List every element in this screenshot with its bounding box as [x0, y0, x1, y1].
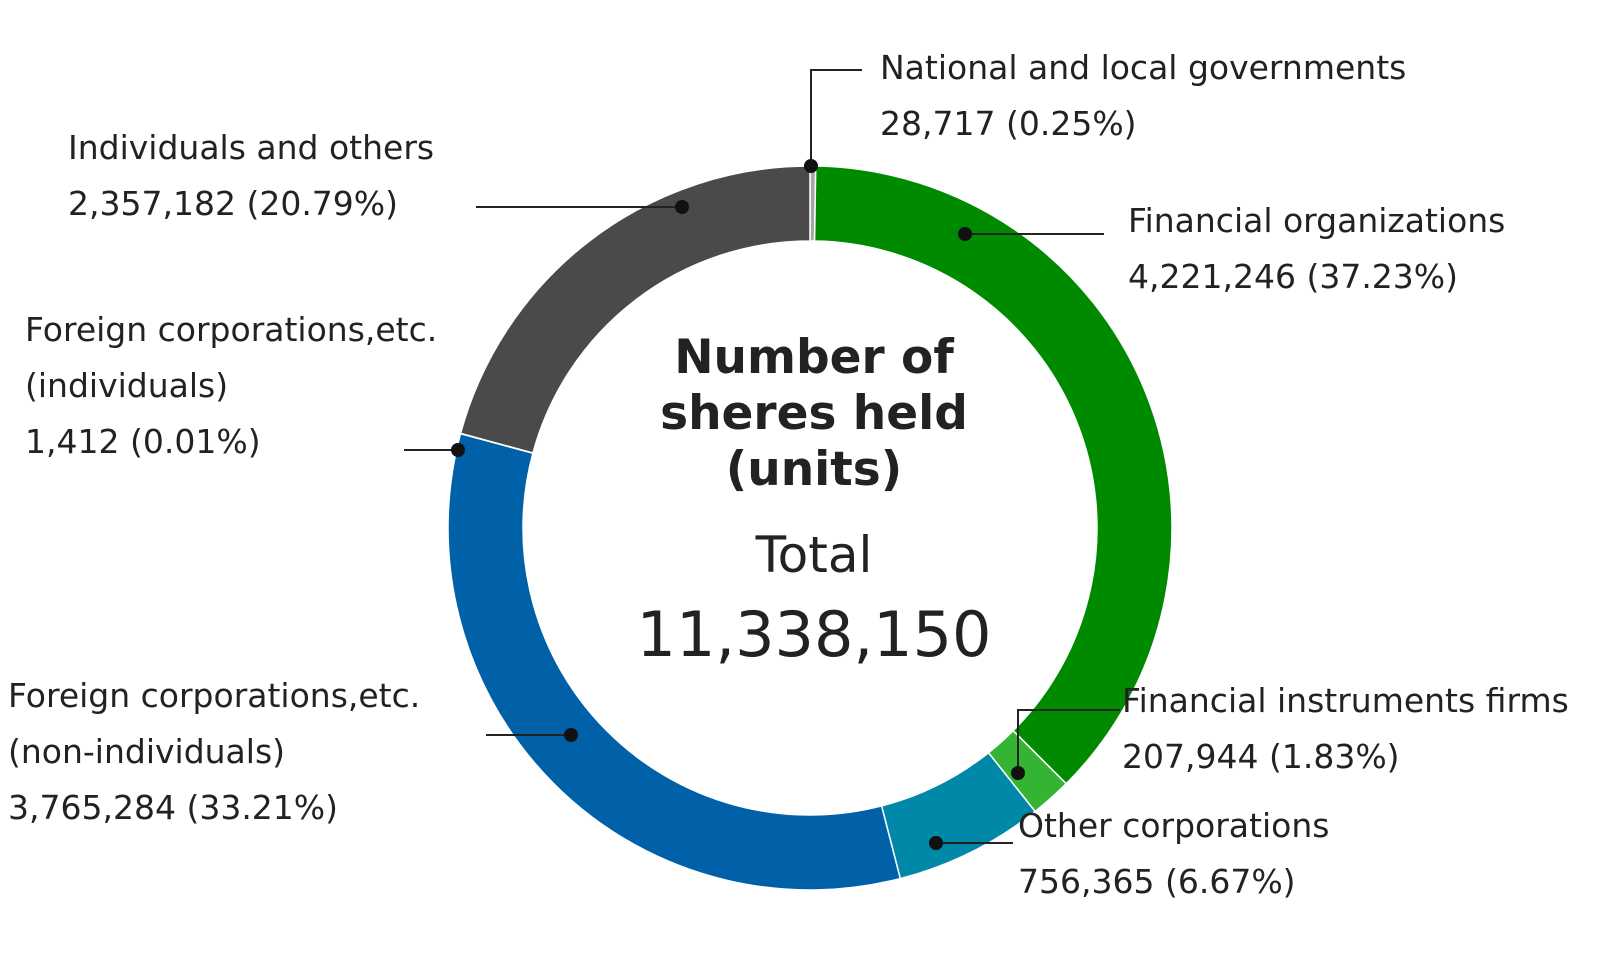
- slice-value: 2,357,182 (20.79%): [68, 184, 399, 223]
- slice-value: 207,944 (1.83%): [1122, 737, 1400, 776]
- slice-name: (non-individuals): [8, 732, 286, 771]
- slice-name: Other corporations: [1018, 806, 1330, 845]
- total-value: 11,338,150: [636, 598, 992, 671]
- slice-name: Foreign corporations,etc.: [8, 676, 421, 715]
- leader-dot-4: [929, 836, 943, 850]
- slice-name: Financial instruments firms: [1122, 681, 1569, 720]
- label-national-local-governments: National and local governments 28,717 (0…: [880, 40, 1406, 152]
- leader-dot-5: [564, 728, 578, 742]
- center-title-line: sheres held: [660, 386, 968, 441]
- leader-dot-7: [675, 200, 689, 214]
- slice-value: 756,365 (6.67%): [1018, 862, 1296, 901]
- slice-name: Individuals and others: [68, 128, 435, 167]
- center-title-line: (units): [725, 442, 903, 497]
- total-label: Total: [755, 526, 873, 584]
- slice-name: Financial organizations: [1128, 201, 1506, 240]
- slice-2: [813, 165, 1173, 785]
- label-financial-organizations: Financial organizations 4,221,246 (37.23…: [1128, 193, 1505, 305]
- slice-name: National and local governments: [880, 48, 1407, 87]
- slice-name: Foreign corporations,etc.: [25, 310, 438, 349]
- leader-dot-1: [804, 159, 818, 173]
- center-title: Number of sheres held (units): [614, 330, 1014, 498]
- label-financial-instruments-firms: Financial instruments firms 207,944 (1.8…: [1122, 673, 1569, 785]
- leader-line-3: [1017, 709, 1120, 773]
- slice-value: 4,221,246 (37.23%): [1128, 257, 1459, 296]
- leader-line-1: [810, 69, 862, 166]
- slice-value: 28,717 (0.25%): [880, 104, 1137, 143]
- leader-dot-2: [958, 227, 972, 241]
- label-foreign-non-individuals: Foreign corporations,etc. (non-individua…: [8, 668, 420, 836]
- slice-value: 3,765,284 (33.21%): [8, 788, 339, 827]
- leader-dot-3: [1011, 766, 1025, 780]
- label-foreign-individuals: Foreign corporations,etc. (individuals) …: [25, 302, 437, 470]
- slice-name: (individuals): [25, 366, 229, 405]
- slice-5: [447, 432, 902, 891]
- center-title-line: Number of: [674, 330, 954, 385]
- label-individuals-others: Individuals and others 2,357,182 (20.79%…: [68, 120, 434, 232]
- leader-dot-6: [451, 443, 465, 457]
- label-other-corporations: Other corporations 756,365 (6.67%): [1018, 798, 1329, 910]
- slice-value: 1,412 (0.01%): [25, 422, 261, 461]
